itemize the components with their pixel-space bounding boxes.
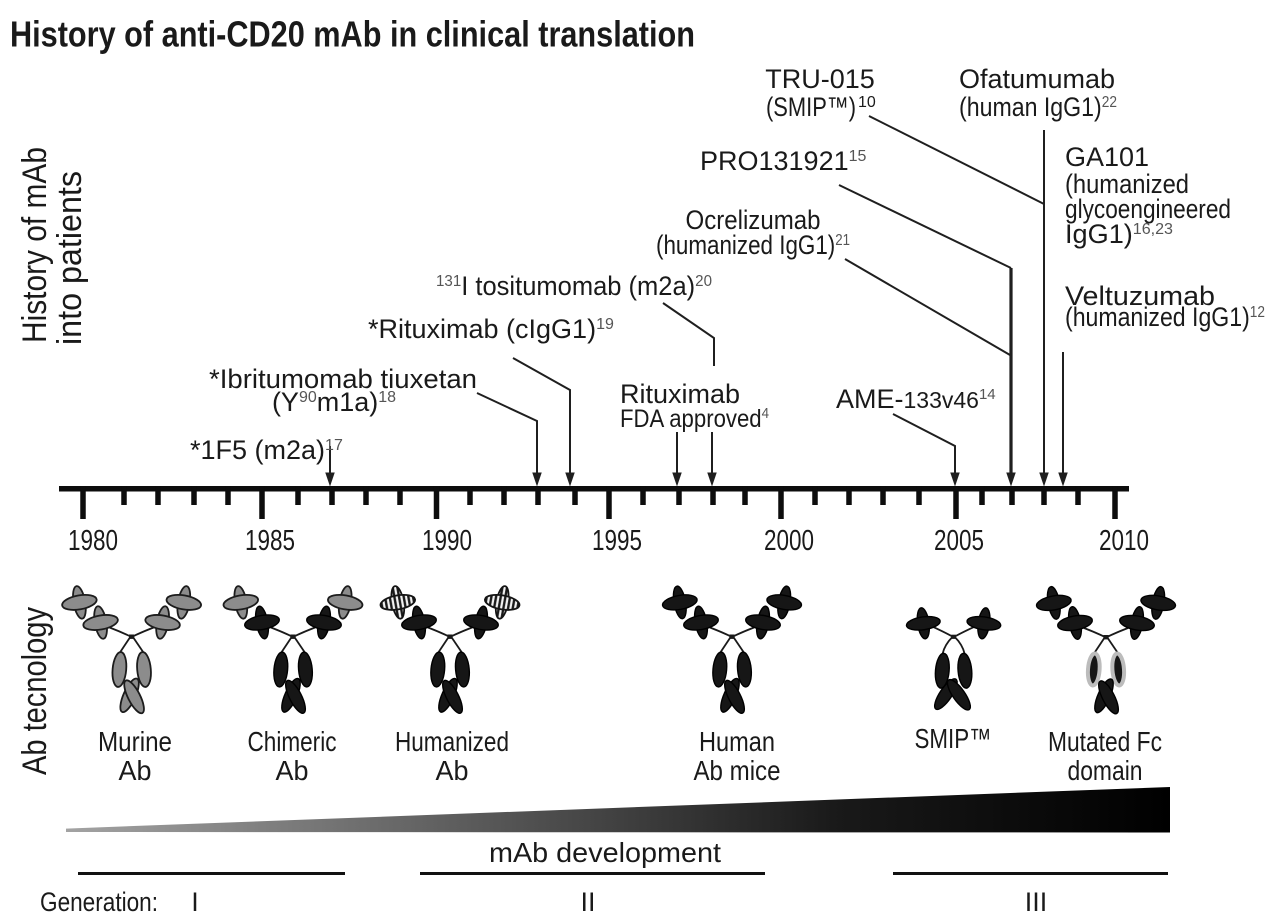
svg-text:FDA approved4: FDA approved4	[620, 405, 769, 433]
svg-text:AME-133v4614: AME-133v4614	[836, 384, 996, 414]
svg-text:*1F5 (m2a)17: *1F5 (m2a)17	[190, 435, 343, 465]
svg-text:1980: 1980	[68, 525, 118, 557]
svg-text:History of mAb: History of mAb	[16, 147, 54, 343]
svg-text:domain: domain	[1068, 755, 1143, 786]
svg-text:Ocrelizumab: Ocrelizumab	[686, 205, 821, 235]
svg-text:mAb development: mAb development	[489, 837, 721, 868]
svg-text:*Rituximab (cIgG1)19: *Rituximab (cIgG1)19	[368, 314, 614, 344]
svg-text:Human: Human	[699, 726, 775, 757]
svg-text:SMIP™: SMIP™	[915, 723, 992, 754]
svg-text:Ab: Ab	[119, 755, 152, 786]
svg-text:into patients: into patients	[51, 171, 89, 345]
svg-text:GA101: GA101	[1065, 142, 1149, 172]
svg-text:Ab: Ab	[436, 755, 469, 786]
svg-text:Chimeric: Chimeric	[248, 726, 337, 757]
svg-text:glycoengineered: glycoengineered	[1065, 194, 1231, 224]
svg-text:1990: 1990	[422, 525, 472, 557]
svg-text:(humanized IgG1)12: (humanized IgG1)12	[1065, 302, 1265, 332]
svg-text:Rituximab: Rituximab	[620, 379, 740, 409]
svg-text:History of anti-CD20 mAb in cl: History of anti-CD20 mAb in clinical tra…	[10, 14, 695, 55]
svg-text:Humanized: Humanized	[395, 726, 509, 757]
svg-text:2010: 2010	[1099, 525, 1149, 557]
svg-text:(Y90m1a)18: (Y90m1a)18	[272, 387, 396, 417]
svg-text:PRO13192115: PRO13192115	[700, 146, 867, 176]
svg-text:2005: 2005	[934, 525, 984, 557]
svg-text:(human IgG1)22: (human IgG1)22	[959, 92, 1117, 122]
svg-text:(humanized IgG1)21: (humanized IgG1)21	[656, 230, 850, 260]
svg-text:Ab tecnology: Ab tecnology	[16, 607, 54, 775]
svg-text:131I tositumomab (m2a)20: 131I tositumomab (m2a)20	[436, 271, 712, 301]
svg-text:I: I	[191, 887, 199, 917]
svg-text:TRU-015: TRU-015	[765, 64, 875, 94]
svg-text:1985: 1985	[245, 525, 295, 557]
svg-text:Ab: Ab	[276, 755, 309, 786]
svg-text:Ab mice: Ab mice	[694, 755, 781, 786]
svg-text:*Ibritumomab tiuxetan: *Ibritumomab tiuxetan	[209, 364, 477, 394]
svg-text:Ofatumumab: Ofatumumab	[959, 64, 1115, 94]
svg-text:Veltuzumab: Veltuzumab	[1065, 281, 1215, 311]
svg-text:II: II	[580, 887, 595, 917]
svg-text:2000: 2000	[764, 525, 814, 557]
svg-text:III: III	[1025, 887, 1048, 917]
svg-text:Mutated Fc: Mutated Fc	[1048, 726, 1162, 757]
svg-text:(SMIP™): (SMIP™)	[766, 92, 856, 122]
svg-text:(humanized: (humanized	[1065, 169, 1189, 199]
svg-text:Generation:: Generation:	[40, 887, 158, 917]
svg-text:1995: 1995	[592, 525, 642, 557]
svg-text:10: 10	[858, 94, 876, 111]
svg-text:Murine: Murine	[98, 726, 172, 757]
